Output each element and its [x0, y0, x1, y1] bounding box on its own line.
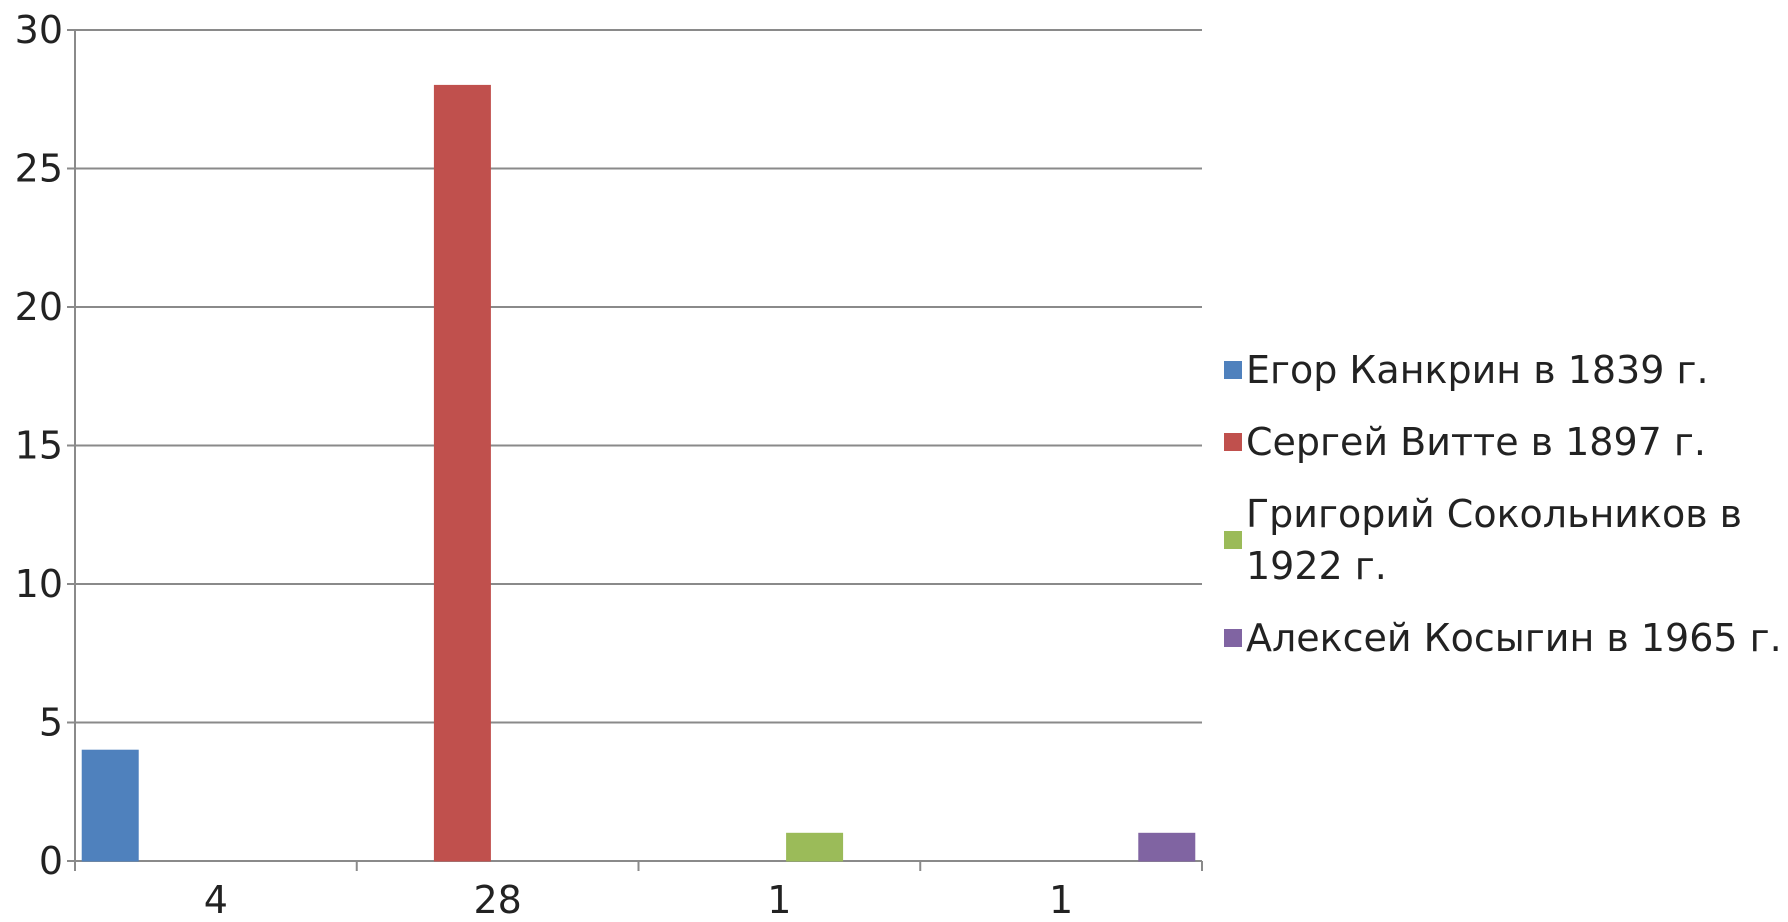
x-tick-label: 28: [473, 878, 521, 922]
legend-label: Алексей Косыгин в 1965 г.: [1246, 616, 1782, 660]
legend-swatch: [1224, 433, 1242, 451]
bars: [81, 84, 1196, 862]
x-tick-label: 4: [204, 878, 228, 922]
y-tick-label: 10: [15, 562, 63, 606]
y-tick-label: 5: [39, 701, 63, 745]
x-tick-labels: 4 28 1 1: [204, 878, 1073, 922]
y-tick-label: 20: [15, 285, 63, 329]
y-tick-labels: 0 5 10 15 20 25 30: [15, 8, 63, 883]
legend-item: Григорий Сокольников в 1922 г.: [1224, 488, 1784, 592]
x-tick-label: 1: [767, 878, 791, 922]
legend-swatch: [1224, 629, 1242, 647]
y-tick-label: 30: [15, 8, 63, 52]
bar-1: [81, 749, 139, 862]
gridlines: [75, 29, 1202, 724]
legend-label: Сергей Витте в 1897 г.: [1246, 420, 1706, 464]
legend-item: Егор Канкрин в 1839 г.: [1224, 344, 1784, 396]
bar-3: [786, 832, 844, 862]
legend-item: Алексей Косыгин в 1965 г.: [1224, 612, 1784, 664]
legend-swatch: [1224, 361, 1242, 379]
legend: Егор Канкрин в 1839 г. Сергей Витте в 189…: [1224, 344, 1784, 684]
axes: [67, 29, 1203, 871]
y-tick-label: 15: [15, 424, 63, 468]
bar-2: [433, 84, 491, 862]
legend-swatch: [1224, 531, 1242, 549]
legend-item: Сергей Витте в 1897 г.: [1224, 416, 1784, 468]
legend-label: Григорий Сокольников в 1922 г.: [1246, 492, 1743, 588]
x-tick-label: 1: [1049, 878, 1073, 922]
y-tick-label: 25: [15, 147, 63, 191]
y-tick-label: 0: [39, 839, 63, 883]
bar-4: [1138, 832, 1196, 862]
legend-label: Егор Канкрин в 1839 г.: [1246, 348, 1709, 392]
